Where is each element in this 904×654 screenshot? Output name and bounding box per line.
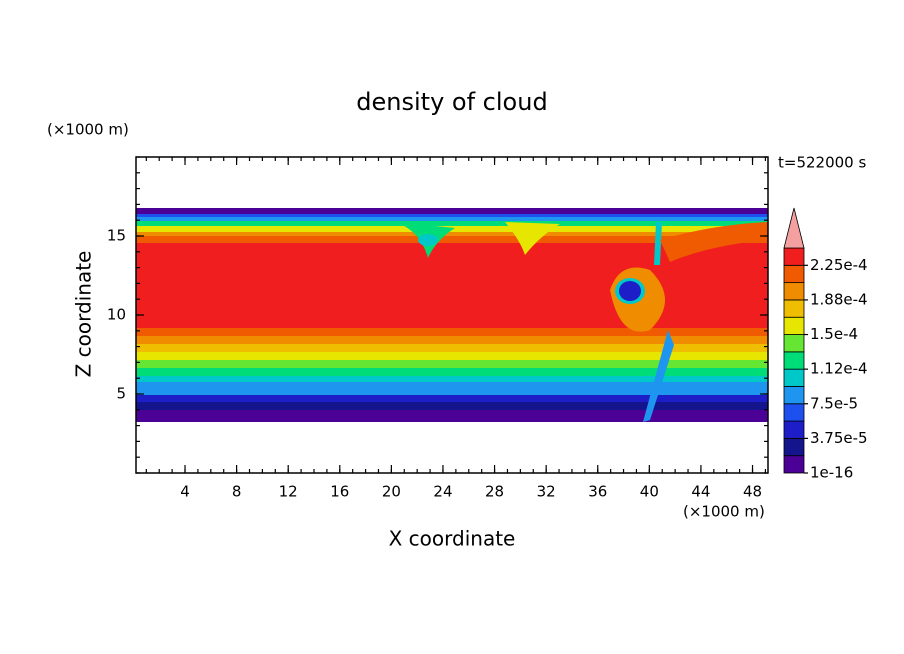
colorbar-band bbox=[783, 368, 805, 387]
colorbar-tick-label: 7.5e-5 bbox=[810, 394, 858, 412]
x-tick-label: 40 bbox=[640, 483, 659, 501]
colorbar-band bbox=[783, 455, 805, 474]
x-tick-label: 32 bbox=[537, 483, 556, 501]
colorbar-band bbox=[783, 420, 805, 439]
x-tick-label: 48 bbox=[743, 483, 762, 501]
colorbar-tick-label: 1.5e-4 bbox=[810, 325, 858, 343]
colorbar-band bbox=[783, 437, 805, 457]
y-axis-label: Z coordinate bbox=[72, 251, 96, 378]
y-unit: (×1000 m) bbox=[47, 121, 129, 139]
colorbar-tick-label: 1.12e-4 bbox=[810, 360, 868, 378]
chart-title: density of cloud bbox=[356, 88, 547, 116]
x-tick-label: 16 bbox=[330, 483, 349, 501]
colorbar-tick-label: 3.75e-5 bbox=[810, 429, 868, 447]
colorbar-band bbox=[783, 282, 805, 301]
x-tick-label: 8 bbox=[232, 483, 242, 501]
x-tick-label: 24 bbox=[433, 483, 452, 501]
colorbar-tick-label: 2.25e-4 bbox=[810, 256, 868, 274]
y-tick-label: 10 bbox=[107, 306, 126, 324]
colorbar-band bbox=[783, 403, 805, 422]
colorbar-band bbox=[783, 316, 805, 335]
x-tick-label: 44 bbox=[691, 483, 710, 501]
colorbar-band bbox=[783, 247, 805, 266]
colorbar-band bbox=[783, 299, 805, 318]
colorbar-band bbox=[783, 386, 805, 405]
x-tick-label: 36 bbox=[588, 483, 607, 501]
colorbar-band bbox=[783, 264, 805, 284]
colorbar-tick-label: 1e-16 bbox=[810, 464, 853, 482]
x-axis-label: X coordinate bbox=[389, 527, 516, 551]
x-tick-label: 12 bbox=[279, 483, 298, 501]
y-tick-label: 15 bbox=[107, 227, 126, 245]
x-tick-label: 28 bbox=[485, 483, 504, 501]
x-tick-label: 4 bbox=[180, 483, 190, 501]
colorbar-extend bbox=[783, 207, 805, 249]
contour-field bbox=[136, 208, 768, 422]
x-tick-label: 20 bbox=[382, 483, 401, 501]
annotation: t=522000 s bbox=[778, 154, 866, 172]
colorbar-band bbox=[783, 351, 805, 370]
colorbar-tick-label: 1.88e-4 bbox=[810, 290, 868, 308]
x-unit: (×1000 m) bbox=[683, 503, 765, 521]
y-tick-label: 5 bbox=[116, 385, 126, 403]
colorbar-band bbox=[783, 334, 805, 353]
